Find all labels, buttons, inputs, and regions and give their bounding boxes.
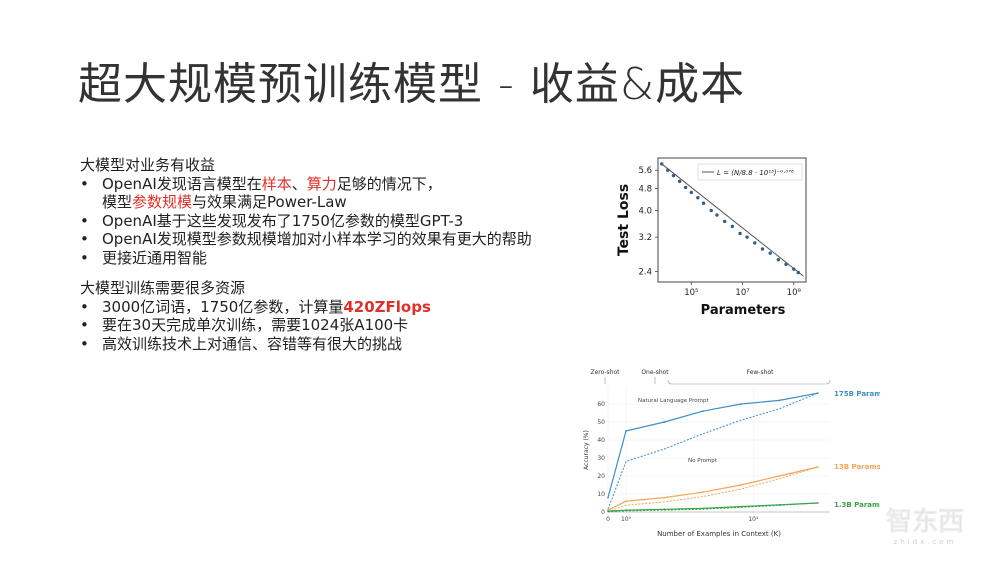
x-tick-label: 10⁷ [735,288,750,298]
series-point [778,475,781,477]
y-tick-label: 10 [597,491,605,498]
data-point [677,179,682,184]
series-point [816,466,819,468]
data-point [696,195,700,200]
y-tick-label: 4.0 [638,206,652,216]
series-point [607,510,609,512]
data-point [722,219,727,224]
few-shot-chart: Zero-shot One-shot Few-shot 0 10 20 30 40 50 6… [583,369,880,538]
data-point [689,190,694,195]
benefits-heading: 大模型对业务有收益 [80,156,216,174]
cost-compute: 3000亿词语，1750亿参数，计算量420ZFlops [80,298,550,317]
series-point [778,399,781,402]
y-tick-label: 4.8 [638,185,652,195]
y-tick-label: 0 [601,509,605,516]
data-point [715,213,719,217]
cost-section: 大模型训练需要很多资源 3000亿词语，1750亿参数，计算量420ZFlops… [80,279,550,353]
x-tick-label: 10¹ [748,516,759,523]
few-shot-bracket [667,379,831,385]
x-tick-label: 10⁹ [787,288,802,298]
series-point [701,507,704,510]
benefit-power-law: OpenAI发现语言模型在样本、算力足够的情况下，模型参数规模与效果满足Powe… [80,175,550,212]
power-law-fit-line [661,163,804,277]
y-tick-label: 50 [597,419,605,426]
cost-challenge: 高效训练技术上对通信、容错等有很大的挑战 [80,335,550,354]
x-tick-label: 10⁰ [621,516,632,523]
x-axis-label: Number of Examples in Context (K) [657,530,781,538]
data-point [768,251,772,255]
label-175b: 175B Params [834,390,880,398]
x-tick-label: 10⁵ [684,288,698,298]
annotation-natural-language-prompt: Natural Language Prompt [638,398,710,404]
legend-box [697,163,803,181]
data-point [666,168,670,172]
series-point [740,403,742,405]
watermark-logo: 智东西 zhidx.com [886,506,965,546]
cost-heading: 大模型训练需要很多资源 [80,279,246,297]
series-point [663,421,666,423]
series-point [663,496,666,499]
series-line-no-prompt [607,466,818,513]
data-point [730,224,735,229]
data-point [701,201,706,205]
data-point [738,231,742,236]
series-point [607,496,609,499]
legend-formula: L = (N/8.8 · 10¹³)⁻⁰·⁰⁷⁶ [717,169,794,177]
watermark-text: 智东西 [886,506,964,537]
data-point [683,185,688,190]
benefit-gpt3: OpenAI基于这些发现发布了1750亿参数的模型GPT-3 [80,212,550,231]
x-axis-label: Parameters [701,303,786,318]
series-point [816,502,819,504]
y-axis-label: Accuracy (%) [583,430,590,470]
y-tick-label: 5.6 [638,166,652,176]
benefit-general-ai: 更接近通用智能 [80,249,550,268]
slide-title: 超大规模预训练模型 - 收益&成本 [78,59,746,110]
cost-list: 3000亿词语，1750亿参数，计算量420ZFlops 要在30天完成单次训练… [80,298,550,354]
y-tick-label: 20 [597,473,605,480]
data-point [671,173,676,178]
region-one-shot: One-shot [641,369,669,376]
series-point [625,500,627,503]
y-tick-label: 3.2 [638,233,652,243]
benefits-list: OpenAI发现语言模型在样本、算力足够的情况下，模型参数规模与效果满足Powe… [80,175,550,268]
series-point [740,484,742,486]
scaling-law-chart: Test Loss Parameters 5.6 4.8 4.0 3.2 2.4 10⁵… [616,157,807,318]
label-13b: 13B Params [834,463,880,471]
y-tick-label: 60 [597,401,605,408]
series-point [701,491,704,494]
benefits-section: 大模型对业务有收益 OpenAI发现语言模型在样本、算力足够的情况下，模型参数规… [80,156,550,267]
plot-area [608,386,830,512]
region-few-shot: Few-shot [747,369,774,376]
data-point [796,270,800,275]
label-1-3b: 1.3B Params [834,501,880,509]
data-point [745,235,749,239]
series-point [701,410,704,413]
cost-gpus: 要在30天完成单次训练，需要1024张A100卡 [80,316,550,335]
series-point [740,505,742,508]
series-point [816,392,819,395]
x-tick-label: 0 [606,516,610,523]
annotation-no-prompt: No Prompt [688,458,718,464]
series-point [625,430,627,432]
data-point [709,208,713,213]
region-zero-shot: Zero-shot [590,369,620,376]
data-point [792,267,796,271]
y-tick-label: 30 [597,455,605,462]
y-tick-label: 2.4 [638,268,652,278]
data-point [753,241,757,245]
data-point [760,247,765,251]
series-point [663,508,666,511]
series-point [778,503,781,506]
slide-content: 大模型对业务有收益 OpenAI发现语言模型在样本、算力足够的情况下，模型参数规… [80,156,550,353]
benefit-few-shot: OpenAI发现模型参数规模增加对小样本学习的效果有更大的帮助 [80,230,550,249]
y-tick-label: 40 [597,437,605,444]
series-point [625,509,627,512]
data-point [776,258,781,262]
data-point [784,262,788,267]
data-point [660,162,664,166]
y-axis-label: Test Loss [616,184,632,256]
watermark-url: zhidx.com [894,538,957,546]
